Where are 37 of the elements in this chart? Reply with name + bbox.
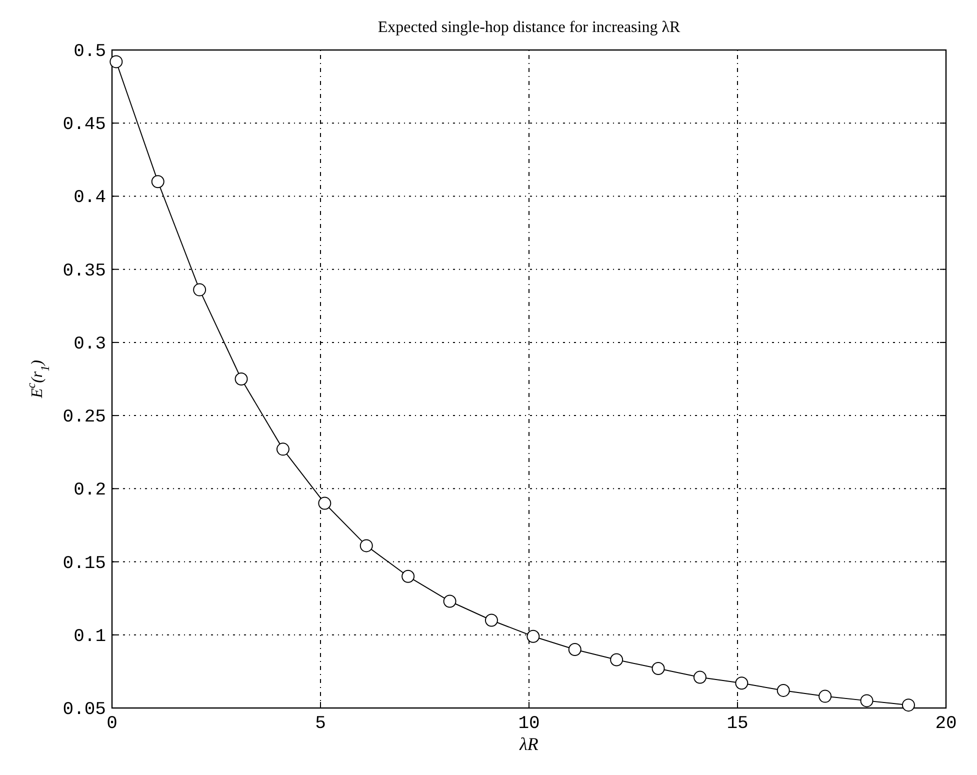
point [234,372,248,386]
x-tick-label: 0 [106,714,118,734]
x-tick-label: 15 [726,714,748,734]
point [693,670,706,684]
y-tick-label: 0.35 [62,261,106,282]
point [151,175,164,188]
point [318,496,332,510]
point [402,570,415,583]
y-tick-label: 0.5 [74,42,106,62]
point [735,676,748,690]
y-tick-label: 0.15 [62,554,106,574]
point [276,442,290,456]
x-tick-label: 20 [935,714,957,734]
point [818,690,832,703]
x-tick-label: 10 [518,714,540,734]
point [568,643,582,656]
point [443,594,456,608]
point [902,698,915,712]
point [652,662,665,676]
point [193,283,206,296]
y-tick-label: 0.1 [74,626,106,647]
y-tick-label: 0.05 [62,700,106,720]
chart-title: Expected single-hop distance for increasing λR [378,19,680,36]
y-tick-label: 0.3 [74,334,106,354]
point [360,539,373,552]
point [526,630,540,643]
x-axis-title: λR [518,734,538,754]
y-tick-label: 0.45 [62,115,106,136]
point [610,653,624,666]
y-tick-label: 0.4 [74,188,106,208]
point [484,614,498,627]
y-tick-label: 0.2 [74,480,106,501]
x-tick-label: 5 [315,714,326,734]
point [860,694,874,708]
point [110,55,123,68]
point [776,684,790,697]
y-tick-label: 0.25 [62,408,106,428]
